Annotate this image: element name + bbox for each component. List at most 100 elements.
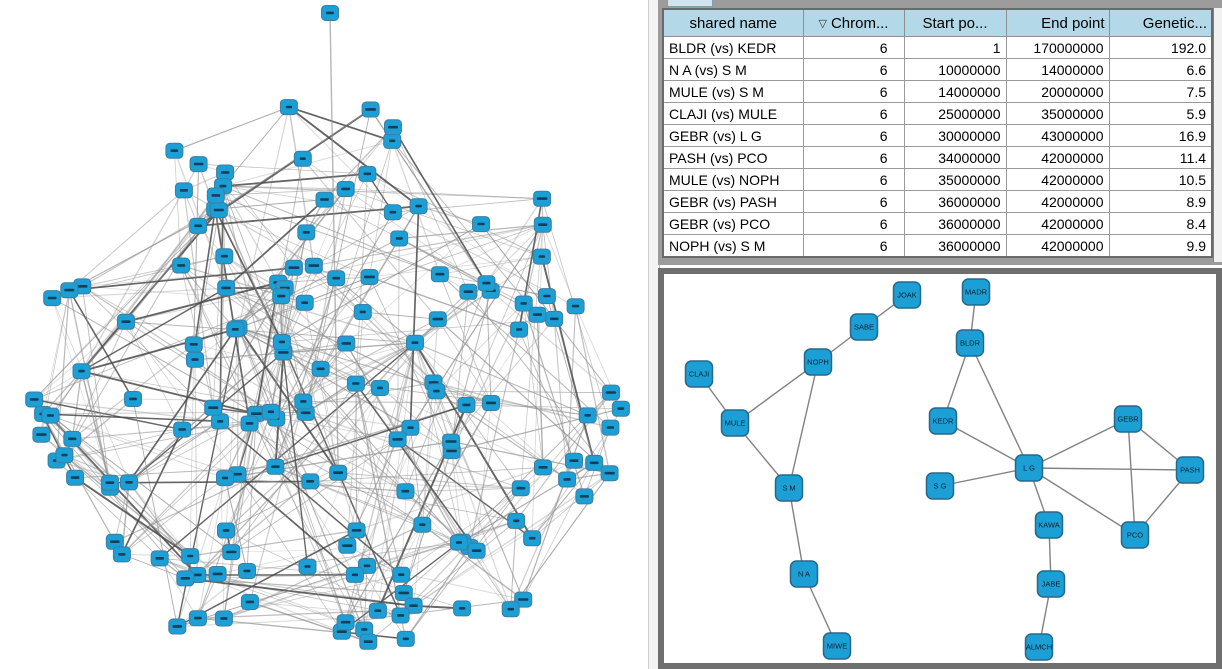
network-edge[interactable] bbox=[74, 476, 191, 557]
network-edge[interactable] bbox=[310, 480, 521, 489]
network-node[interactable] bbox=[112, 546, 131, 563]
network-edge[interactable] bbox=[281, 223, 482, 343]
subnetwork-node-pash[interactable]: PASH bbox=[1175, 456, 1205, 484]
network-node[interactable] bbox=[216, 164, 235, 181]
network-edge[interactable] bbox=[450, 441, 610, 474]
network-edge[interactable] bbox=[132, 398, 178, 627]
network-edge[interactable] bbox=[224, 477, 248, 572]
network-edge[interactable] bbox=[403, 541, 463, 594]
network-node[interactable] bbox=[413, 516, 432, 533]
network-edge[interactable] bbox=[369, 256, 542, 278]
network-edge[interactable] bbox=[304, 276, 370, 304]
network-node[interactable] bbox=[450, 534, 468, 551]
table-row[interactable]: PASH (vs) PCO 6 34000000 42000000 11.4 bbox=[662, 146, 1213, 169]
network-node[interactable] bbox=[120, 474, 138, 491]
column-header-start-po[interactable]: Start po... bbox=[903, 8, 1007, 37]
network-node[interactable] bbox=[501, 601, 520, 618]
table-row[interactable]: MULE (vs) S M 6 14000000 20000000 7.5 bbox=[662, 80, 1213, 103]
network-node[interactable] bbox=[510, 321, 529, 338]
subnetwork-node-noph[interactable]: NOPH bbox=[803, 348, 833, 376]
network-node[interactable] bbox=[181, 548, 200, 565]
network-edge[interactable] bbox=[324, 126, 394, 201]
network-node[interactable] bbox=[396, 630, 415, 647]
network-edge[interactable] bbox=[377, 342, 416, 611]
network-edge[interactable] bbox=[237, 296, 282, 475]
network-edge[interactable] bbox=[49, 415, 111, 489]
network-edge[interactable] bbox=[410, 427, 423, 525]
network-node[interactable] bbox=[533, 216, 552, 233]
network-edge[interactable] bbox=[405, 487, 521, 492]
network-edge[interactable] bbox=[366, 520, 517, 567]
network-edge[interactable] bbox=[335, 277, 434, 383]
network-edge[interactable] bbox=[274, 278, 337, 467]
network-node[interactable] bbox=[60, 282, 79, 299]
subnetwork-node-miwe[interactable]: MIWE bbox=[822, 632, 852, 660]
network-edge[interactable] bbox=[193, 287, 285, 345]
network-edge[interactable] bbox=[50, 415, 226, 479]
network-edge[interactable] bbox=[33, 209, 220, 400]
network-node[interactable] bbox=[459, 283, 478, 300]
network-edge[interactable] bbox=[363, 565, 368, 630]
network-node[interactable] bbox=[311, 360, 330, 377]
network-edge[interactable] bbox=[222, 173, 368, 188]
network-edge[interactable] bbox=[480, 223, 612, 393]
table-row[interactable]: NOPH (vs) S M 6 36000000 42000000 9.9 bbox=[662, 234, 1213, 258]
network-node[interactable] bbox=[428, 311, 447, 328]
network-node[interactable] bbox=[176, 570, 195, 587]
network-edge[interactable] bbox=[256, 342, 416, 415]
subnetwork-canvas[interactable]: JOAK MADR SABE NOPH BLDR CLAJI MULE KEDR GEBR L G… bbox=[664, 274, 1216, 663]
network-node[interactable] bbox=[304, 257, 323, 274]
network-edge[interactable] bbox=[255, 282, 279, 414]
network-node[interactable] bbox=[578, 407, 597, 424]
network-node[interactable] bbox=[63, 430, 82, 447]
network-edge[interactable] bbox=[329, 12, 339, 473]
network-edge[interactable] bbox=[275, 466, 369, 642]
network-edge[interactable] bbox=[225, 287, 283, 343]
network-node[interactable] bbox=[430, 266, 449, 283]
network-edge[interactable] bbox=[225, 327, 239, 531]
network-edge[interactable] bbox=[222, 185, 279, 283]
network-edge[interactable] bbox=[313, 224, 543, 267]
network-edge[interactable] bbox=[536, 314, 544, 468]
network-edge[interactable] bbox=[176, 529, 357, 628]
network-node[interactable] bbox=[329, 464, 348, 481]
network-edge[interactable] bbox=[237, 474, 343, 632]
network-node[interactable] bbox=[240, 594, 259, 610]
network-edge[interactable] bbox=[399, 224, 543, 240]
network-node[interactable] bbox=[301, 473, 320, 490]
network-edge[interactable] bbox=[468, 291, 610, 474]
network-edge[interactable] bbox=[181, 210, 220, 430]
network-edge[interactable] bbox=[197, 411, 272, 619]
network-edge[interactable] bbox=[222, 186, 277, 419]
network-node[interactable] bbox=[321, 5, 339, 21]
network-edge[interactable] bbox=[354, 391, 437, 576]
network-edge[interactable] bbox=[450, 290, 492, 442]
network-edge[interactable] bbox=[392, 127, 469, 292]
network-node[interactable] bbox=[184, 336, 203, 353]
network-edge[interactable] bbox=[310, 481, 517, 522]
network-node[interactable] bbox=[172, 257, 191, 274]
network-edge[interactable] bbox=[34, 398, 221, 423]
network-node[interactable] bbox=[338, 537, 357, 554]
network-edge[interactable] bbox=[198, 205, 419, 227]
network-edge[interactable] bbox=[238, 282, 279, 328]
network-node[interactable] bbox=[117, 313, 135, 330]
network-edge[interactable] bbox=[222, 185, 543, 200]
network-edge[interactable] bbox=[51, 297, 111, 483]
network-node[interactable] bbox=[358, 165, 377, 182]
network-node[interactable] bbox=[327, 270, 346, 287]
network-edge[interactable] bbox=[490, 290, 612, 394]
network-node[interactable] bbox=[409, 198, 428, 215]
subnetwork-edge-noph-mule[interactable] bbox=[734, 361, 819, 424]
network-edge[interactable] bbox=[414, 342, 585, 497]
network-node[interactable] bbox=[173, 421, 192, 438]
network-edge[interactable] bbox=[223, 574, 356, 620]
network-edge[interactable] bbox=[345, 441, 452, 623]
network-node[interactable] bbox=[534, 459, 552, 476]
network-edge[interactable] bbox=[468, 224, 544, 548]
subnetwork-edge-s-g-l-g[interactable] bbox=[939, 467, 1030, 487]
network-node[interactable] bbox=[222, 544, 241, 561]
network-node[interactable] bbox=[186, 351, 204, 368]
network-edge[interactable] bbox=[194, 359, 198, 576]
subnetwork-node-s-g[interactable]: S G bbox=[925, 472, 955, 500]
